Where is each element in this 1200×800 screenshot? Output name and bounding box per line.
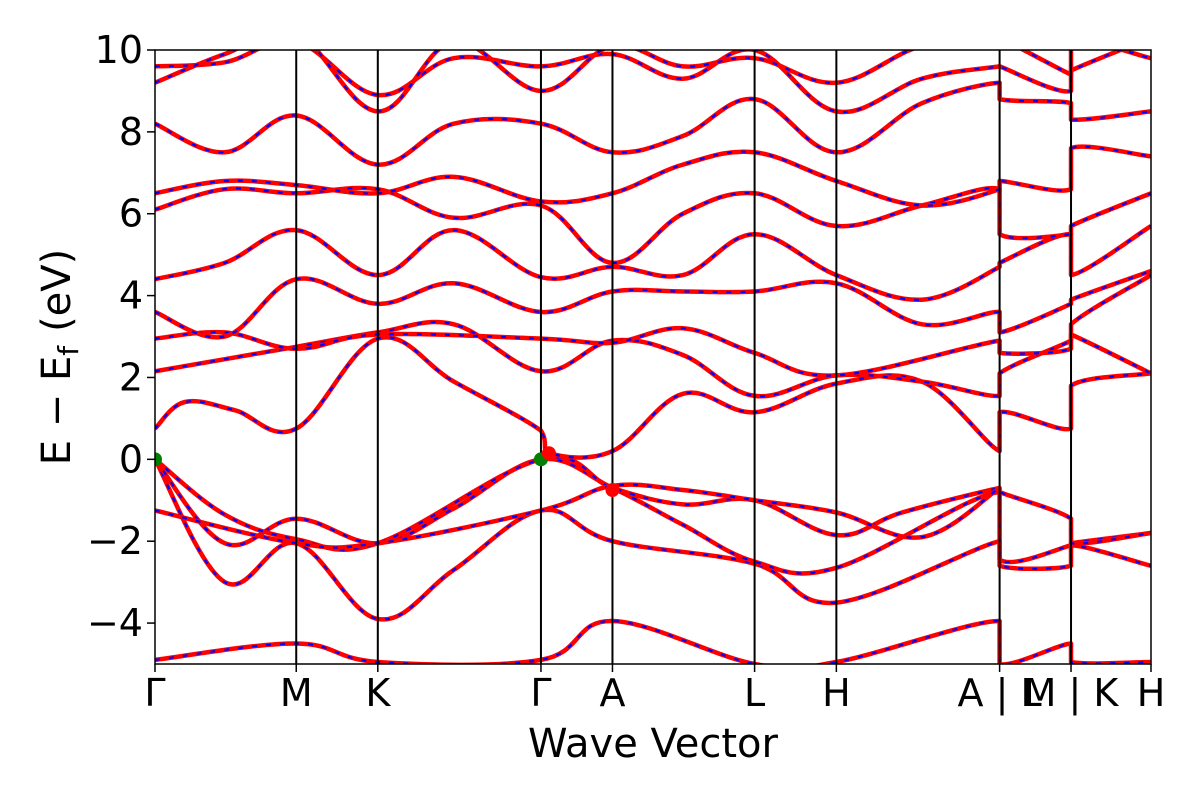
y-tick-label: 8 [119,110,143,154]
band-line-dashed-4 [155,456,1151,551]
x-axis-label: Wave Vector [528,721,779,767]
kpoint-lines [295,50,1073,664]
band-line-dashed-2 [155,458,1151,621]
x-tick-label: A [599,671,625,715]
y-axis-ticks: −4 −2 0 2 4 6 8 10 [87,28,155,645]
y-tick-label: 4 [119,274,143,318]
y-axis-label-main: E − E [34,356,80,466]
y-axis-label-unit: (eV) [34,249,80,332]
x-tick-label: H [1137,671,1166,715]
plot-frame [154,49,1152,665]
y-tick-label: −4 [87,601,143,645]
band-marker [541,446,556,461]
band-line-dashed-14 [155,50,1151,114]
band-line-dashed-5 [155,483,1001,549]
y-tick-label: −2 [87,519,143,563]
y-axis-label-subscript: f [52,345,85,356]
x-tick-label: A | L [958,671,1042,716]
band-line-dashed-1 [155,619,1151,664]
band-marker [155,452,162,467]
band-line-13 [155,80,1151,167]
band-line-dashed-10 [155,225,1151,301]
y-tick-label: 6 [119,192,143,236]
x-tick-label: M [280,671,313,715]
x-tick-label: L [744,671,765,715]
markers-layer [155,446,620,498]
x-tick-label: M | K [1024,671,1120,716]
y-tick-label: 2 [119,355,143,399]
x-tick-label: Γ [144,671,165,715]
y-tick-label: 0 [119,437,143,481]
x-axis-ticks: Γ M K Γ A L H A | LM | K H [144,664,1165,716]
x-tick-label: K [365,671,391,715]
y-tick-label: 10 [95,28,143,72]
band-marker [605,483,620,498]
x-tick-label: H [822,671,851,715]
band-line-dashed-6 [155,336,1151,459]
x-tick-label: Γ [530,671,551,715]
y-axis-label: E − Ef (eV) [34,249,85,466]
